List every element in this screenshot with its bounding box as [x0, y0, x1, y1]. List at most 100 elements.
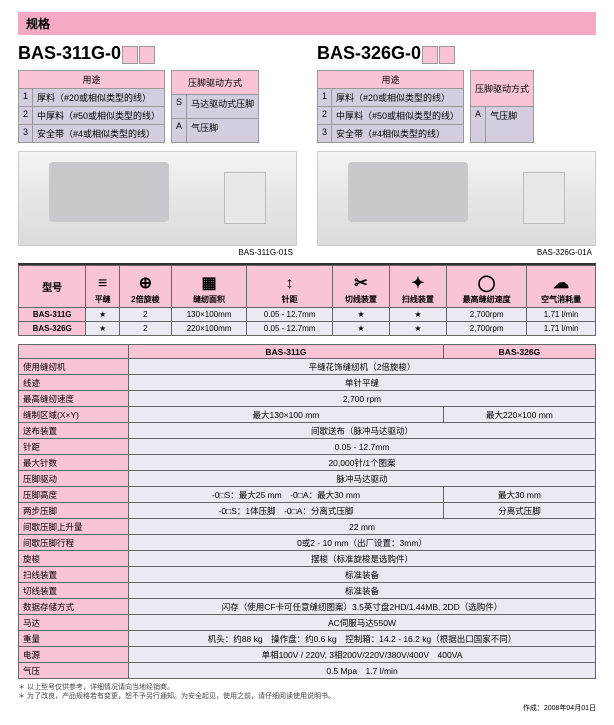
detail-row-label: 缝制区域(X×Y) — [19, 407, 129, 423]
detail-value: 闪存（使用CF卡可任意缝纫图案）3.5英寸盘2HD/1.44MB, 2DD（选购… — [129, 599, 596, 615]
spec-value: 2,700rpm — [446, 308, 526, 322]
detail-row-label: 旋梭 — [19, 551, 129, 567]
spec-col-label: 空气消耗量 — [541, 295, 581, 304]
detail-value: -0□S：最大25 mm -0□A：最大30 mm — [129, 487, 444, 503]
detail-row-label: 数据存储方式 — [19, 599, 129, 615]
spec-col-header: ▦ 缝纫面积 — [171, 266, 247, 308]
usage-num: 2 — [318, 107, 332, 125]
detail-row-label: 针距 — [19, 439, 129, 455]
usage-num: 3 — [318, 125, 332, 143]
spec-col-header: ☁空气消耗量 — [527, 266, 596, 308]
config-box — [422, 46, 438, 64]
detail-value: 0.05 - 12.7mm — [129, 439, 596, 455]
model-config-row: BAS-311G-0用途1厚料（#20或相似类型的线）2中厚料（#50或相似类型… — [18, 43, 596, 143]
detail-value: 标准装备 — [129, 583, 596, 599]
detail-value: 机头：约88 kg 操作盘：约0.6 kg 控制箱：14.2 - 16.2 kg… — [129, 631, 596, 647]
detail-value: 脉冲马达驱动 — [129, 471, 596, 487]
usage-table: 用途1厚料（#20或相似类型的线）2中厚料（#50或相似类型的线）3安全带（#4… — [317, 70, 464, 143]
usage-table: 用途1厚料（#20或相似类型的线）2中厚料（#50或相似类型的线）3安全带（#4… — [18, 70, 165, 143]
presser-text: 马达驱动式压脚 — [187, 95, 259, 119]
detail-row-label: 间歇压脚上升量 — [19, 519, 129, 535]
detail-value: 最大130×100 mm — [129, 407, 444, 423]
usage-header: 用途 — [318, 71, 464, 89]
spec-icon: ≡ — [89, 276, 116, 292]
product-photo-326g — [317, 151, 596, 246]
detail-row-label: 压脚高度 — [19, 487, 129, 503]
model-name: BAS-326G-0 — [317, 43, 596, 64]
usage-text: 中厚料（#50或相似类型的线） — [332, 107, 464, 125]
spec-value: ★ — [86, 322, 120, 336]
detail-row-label: 送布装置 — [19, 423, 129, 439]
spec-col-label: 2倍旋梭 — [131, 295, 159, 304]
photo-row: BAS-311G-01S BAS-326G-01A — [18, 151, 596, 259]
usage-text: 厚料（#20或相似类型的线） — [332, 89, 464, 107]
usage-header: 用途 — [19, 71, 165, 89]
footnote-line: ＊ 以上型号仅供参考，详细情况请向当地经销商。 — [18, 683, 596, 692]
spec-value: 2 — [120, 322, 172, 336]
footnotes: ＊ 以上型号仅供参考，详细情况请向当地经销商。 ＊ 为了改良，产品规格若有变更，… — [18, 683, 596, 701]
spec-col-label: 针距 — [282, 295, 298, 304]
detail-value: 最大220×100 mm — [443, 407, 595, 423]
spec-value: ★ — [389, 322, 446, 336]
detail-value: 分离式压脚 — [443, 503, 595, 519]
detail-row-label: 两步压脚 — [19, 503, 129, 519]
spec-col-header: ✂ 切线装置 — [332, 266, 389, 308]
spec-col-header: ✦扫线装置 — [389, 266, 446, 308]
spec-value: ★ — [332, 322, 389, 336]
spec-detail-table: BAS-311GBAS-326G 使用缝纫机平缝花饰缝纫机（2倍旋梭）线迹单针平… — [18, 344, 596, 679]
presser-table: 压脚驱动方式A气压脚 — [470, 70, 534, 143]
detail-row-label: 最大针数 — [19, 455, 129, 471]
spec-col-label: 扫线装置 — [402, 295, 434, 304]
spec-value: 220×100mm — [171, 322, 247, 336]
footer-date: 作成：2008年04月01日 — [18, 703, 596, 713]
spec-value: 1.71 l/min — [527, 322, 596, 336]
detail-row-label: 重量 — [19, 631, 129, 647]
usage-text: 中厚料（#50或相似类型的线） — [33, 107, 165, 125]
usage-num: 1 — [19, 89, 33, 107]
spec-summary-table: 型号≡平缝⊕2倍旋梭▦缝纫面积↕针距✂切线装置✦扫线装置◯最高缝纫速度☁空气消耗… — [18, 265, 596, 336]
detail-row-label: 线迹 — [19, 375, 129, 391]
detail-row-label: 使用缝纫机 — [19, 359, 129, 375]
photo-caption: BAS-326G-01A — [317, 246, 596, 259]
config-box — [139, 46, 155, 64]
detail-value: 间歇送布（脉冲马达驱动） — [129, 423, 596, 439]
spec-col-header: ◯最高缝纫速度 — [446, 266, 526, 308]
spec-col-label: 缝纫面积 — [193, 295, 225, 304]
detail-value: AC伺服马达550W — [129, 615, 596, 631]
detail-row-label: 切线装置 — [19, 583, 129, 599]
spec-value: 2 — [120, 308, 172, 322]
spec-value: ★ — [86, 308, 120, 322]
spec-value: ★ — [332, 308, 389, 322]
usage-text: 安全带（#4相似类型的线） — [332, 125, 464, 143]
spec-icon: ↕ — [250, 276, 329, 292]
detail-corner — [19, 345, 129, 359]
detail-value: 标准装备 — [129, 567, 596, 583]
detail-col-header: BAS-326G — [443, 345, 595, 359]
spec-col-label: 切线装置 — [345, 295, 377, 304]
presser-header: 压脚驱动方式 — [172, 71, 259, 95]
section-title: 规格 — [18, 12, 596, 35]
detail-value: 摆梭（标准旋梭是选购件） — [129, 551, 596, 567]
spec-value: ★ — [389, 308, 446, 322]
spec-value: 130×100mm — [171, 308, 247, 322]
presser-header: 压脚驱动方式 — [471, 71, 534, 107]
spec-icon: ▦ — [175, 276, 244, 292]
usage-num: 3 — [19, 125, 33, 143]
col-model: 型号 — [19, 266, 86, 308]
config-box — [439, 46, 455, 64]
footnote-line: ＊ 为了改良，产品规格若有变更，恕不予另行通知。为安全起见，使用之前，请仔细阅读… — [18, 692, 596, 701]
detail-value: -0□S：1体压脚 -0□A：分离式压脚 — [129, 503, 444, 519]
presser-code: A — [172, 119, 187, 143]
usage-text: 安全带（#4或相似类型的线） — [33, 125, 165, 143]
table-row-model: BAS-311G — [19, 308, 86, 322]
detail-value: 单相100V / 220V, 3相200V/220V/380V/400V 400… — [129, 647, 596, 663]
detail-value: 2,700 rpm — [129, 391, 596, 407]
spec-col-header: ≡平缝 — [86, 266, 120, 308]
detail-value: 0.5 Mpa 1.7 l/min — [129, 663, 596, 679]
spec-icon: ✂ — [336, 276, 386, 292]
detail-value: 0或2 - 10 mm（出厂设置：3mm） — [129, 535, 596, 551]
detail-row-label: 气压 — [19, 663, 129, 679]
table-row-model: BAS-326G — [19, 322, 86, 336]
detail-value: 平缝花饰缝纫机（2倍旋梭） — [129, 359, 596, 375]
presser-text: 气压脚 — [187, 119, 259, 143]
